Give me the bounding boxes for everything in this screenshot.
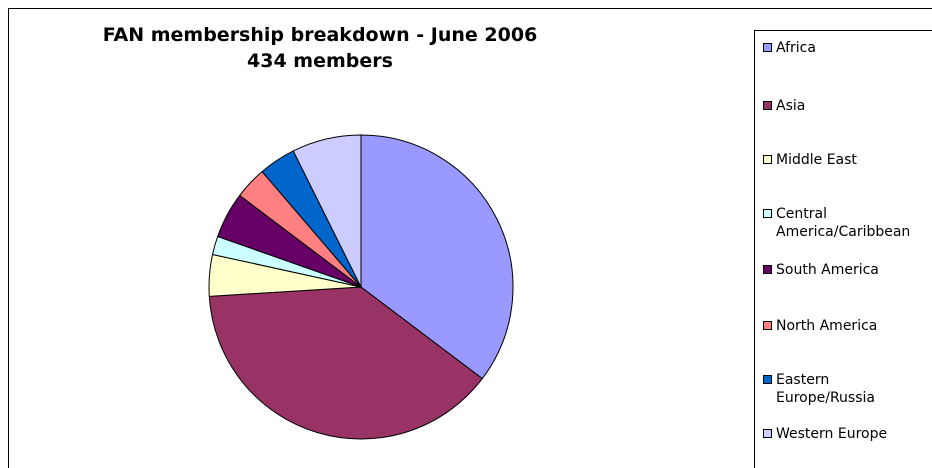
legend-label: South America [776, 262, 879, 278]
legend-swatch [763, 155, 772, 164]
legend-swatch [763, 429, 772, 438]
chart-title-line: FAN membership breakdown - June 2006 [102, 24, 538, 46]
legend-label: Eastern Europe/Russia [776, 372, 875, 406]
pie-chart [208, 134, 514, 440]
chart-subtitle: 434 members [247, 50, 393, 72]
legend-swatch [763, 265, 772, 274]
legend-label: Western Europe [776, 426, 888, 442]
pie-slice-western-europe [292, 134, 362, 288]
pie-slice-asia [208, 286, 484, 440]
legend: Africa Asia Middle East Central America/Car… [754, 30, 932, 468]
legend-swatch [763, 101, 772, 110]
legend-label: Asia [776, 98, 806, 114]
legend-label: Central America/Caribbean [776, 206, 911, 240]
legend-swatch [763, 375, 772, 384]
legend-swatch [763, 43, 772, 52]
legend-label: Africa [776, 40, 816, 56]
legend-label: Middle East [776, 152, 857, 168]
pie-slice-africa [360, 134, 514, 380]
chart-frame [8, 8, 932, 468]
chart-title: FAN membership breakdown - June 2006 434… [40, 22, 600, 74]
legend-swatch [763, 321, 772, 330]
legend-label: North America [776, 318, 878, 334]
legend-swatch [763, 209, 772, 218]
